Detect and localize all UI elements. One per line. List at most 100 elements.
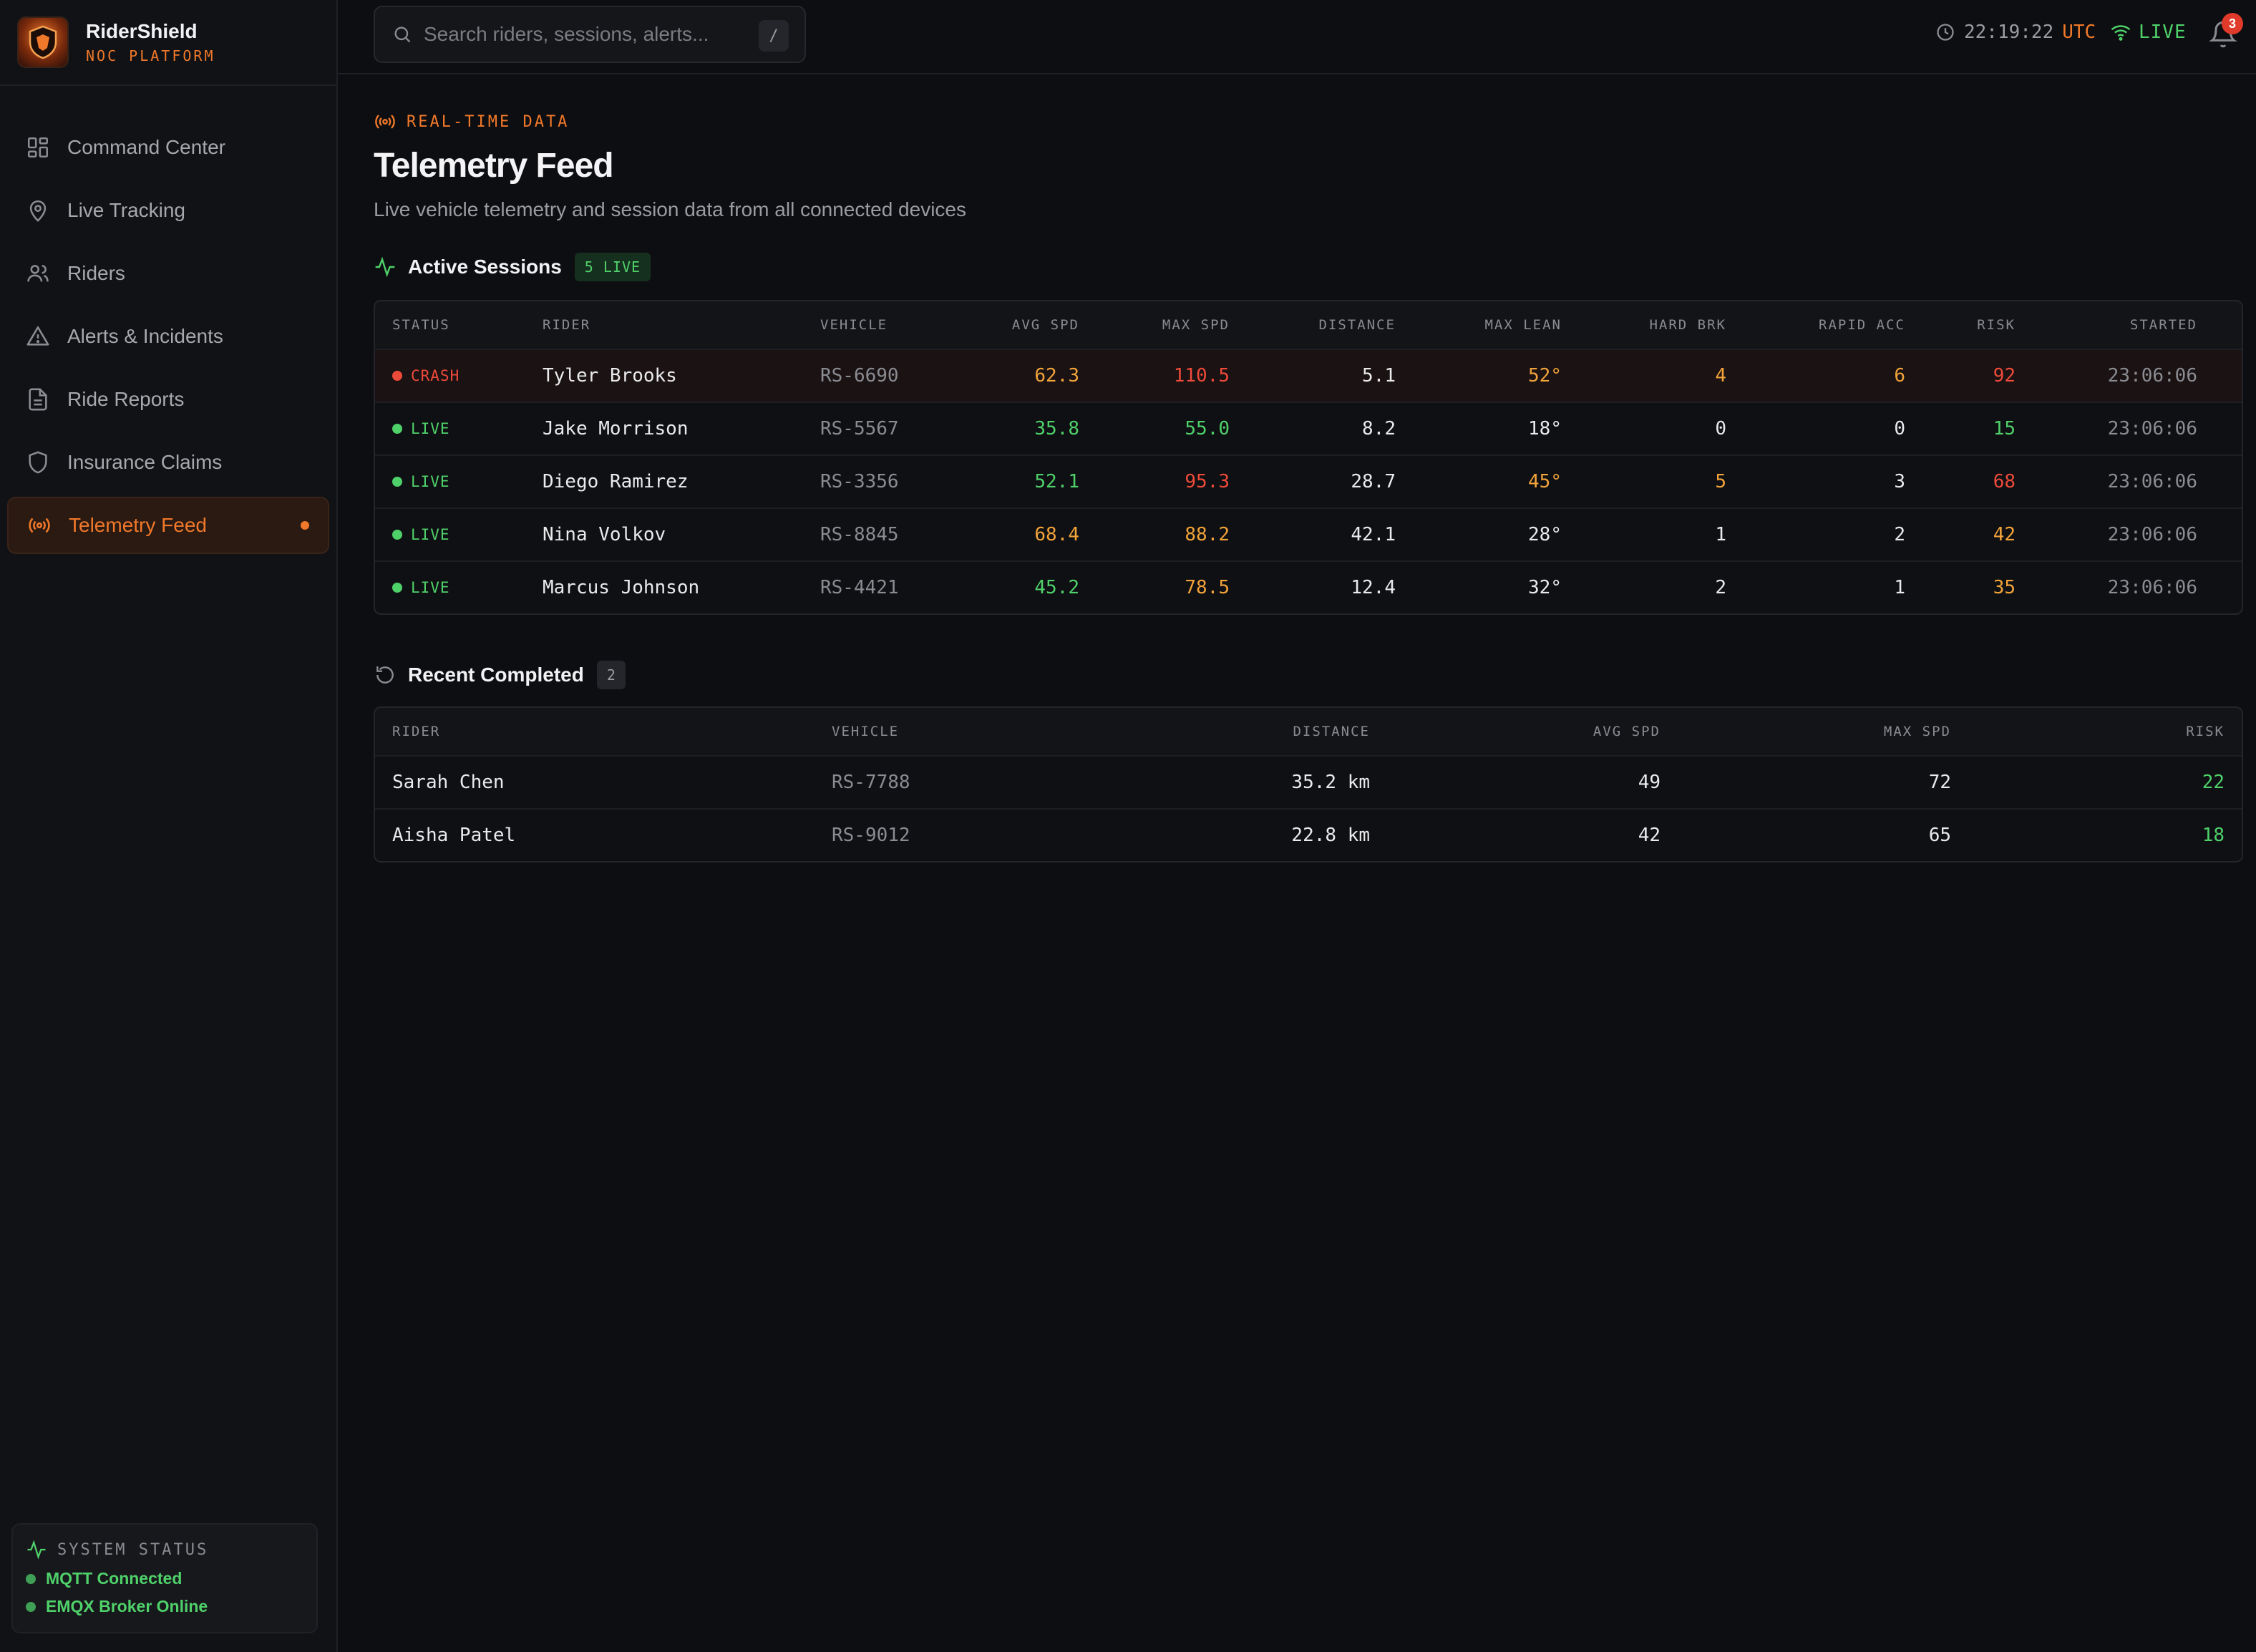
max-speed: 110.5 bbox=[1173, 365, 1230, 387]
hard-brake: 0 bbox=[1715, 418, 1726, 439]
col-max-spd[interactable]: MAX SPD bbox=[1883, 724, 1951, 739]
started-time: 23:06:06 bbox=[2107, 524, 2197, 545]
table-row[interactable]: LIVE Jake Morrison RS-5567 35.8 55.0 8.2… bbox=[375, 402, 2242, 455]
hard-brake: 1 bbox=[1715, 524, 1726, 545]
risk-score: 18 bbox=[2202, 825, 2225, 846]
notification-badge: 3 bbox=[2222, 13, 2243, 34]
table-row[interactable]: Sarah Chen RS-7788 35.2 km 49 72 22 bbox=[375, 755, 2242, 808]
live-count-badge: 5 LIVE bbox=[574, 253, 651, 281]
rapid-acc: 0 bbox=[1894, 418, 1905, 439]
distance: 28.7 bbox=[1351, 471, 1396, 492]
vehicle-id: RS-5567 bbox=[820, 418, 899, 439]
nav-item-live-tracking[interactable]: Live Tracking bbox=[7, 182, 329, 239]
section-title: Active Sessions bbox=[408, 256, 562, 278]
map-pin-icon bbox=[29, 200, 47, 222]
warning-icon bbox=[26, 326, 49, 346]
col-distance[interactable]: DISTANCE bbox=[1293, 724, 1370, 739]
status-badge: CRASH bbox=[392, 367, 508, 384]
distance: 12.4 bbox=[1351, 577, 1396, 598]
nav-label: Insurance Claims bbox=[67, 451, 223, 473]
col-risk[interactable]: RISK bbox=[1977, 317, 2016, 333]
avg-speed: 52.1 bbox=[1034, 471, 1079, 492]
col-max-spd[interactable]: MAX SPD bbox=[1162, 317, 1230, 333]
completed-count-badge: 2 bbox=[596, 661, 626, 689]
nav-label: Ride Reports bbox=[67, 388, 185, 410]
risk-score: 92 bbox=[1993, 365, 2016, 387]
table-row[interactable]: LIVE Nina Volkov RS-8845 68.4 88.2 42.1 … bbox=[375, 507, 2242, 560]
max-speed: 78.5 bbox=[1185, 577, 1230, 598]
vehicle-id: RS-4421 bbox=[820, 577, 899, 598]
col-risk[interactable]: RISK bbox=[2186, 724, 2225, 739]
col-hard-brk[interactable]: HARD BRK bbox=[1649, 317, 1726, 333]
users-icon bbox=[27, 265, 49, 282]
col-max-lean[interactable]: MAX LEAN bbox=[1484, 317, 1562, 333]
rapid-acc: 1 bbox=[1894, 577, 1905, 598]
table-header: RIDER VEHICLE DISTANCE AVG SPD MAX SPD R… bbox=[375, 708, 2242, 755]
page-subtitle: Live vehicle telemetry and session data … bbox=[374, 198, 966, 220]
ridershield-logo bbox=[17, 16, 69, 68]
nav-item-ride-reports[interactable]: Ride Reports bbox=[7, 371, 329, 428]
avg-speed: 68.4 bbox=[1034, 524, 1079, 545]
rider-name: Aisha Patel bbox=[392, 825, 516, 846]
table-row[interactable]: CRASH Tyler Brooks RS-6690 62.3 110.5 5.… bbox=[375, 349, 2242, 402]
risk-score: 68 bbox=[1993, 471, 2016, 492]
col-status[interactable]: STATUS bbox=[392, 317, 450, 333]
bell-icon[interactable] bbox=[2209, 20, 2237, 49]
search-input[interactable] bbox=[424, 23, 753, 46]
active-indicator-dot bbox=[301, 521, 309, 530]
section-title: Recent Completed bbox=[408, 664, 584, 686]
rapid-acc: 2 bbox=[1894, 524, 1905, 545]
nav-item-telemetry-feed[interactable]: Telemetry Feed bbox=[7, 497, 329, 554]
status-dot bbox=[392, 583, 402, 593]
history-icon bbox=[376, 666, 394, 684]
wifi-icon bbox=[2111, 25, 2131, 41]
nav-label: Riders bbox=[67, 262, 125, 284]
active-sessions-table: STATUS RIDER VEHICLE AVG SPD MAX SPD DIS… bbox=[374, 300, 2243, 615]
max-lean: 28° bbox=[1528, 524, 1562, 545]
col-vehicle[interactable]: VEHICLE bbox=[832, 724, 900, 739]
search-box[interactable]: / bbox=[374, 6, 806, 63]
started-time: 23:06:06 bbox=[2107, 471, 2197, 492]
page-title: Telemetry Feed bbox=[374, 147, 614, 185]
col-started[interactable]: STARTED bbox=[2129, 317, 2197, 333]
vehicle-id: RS-9012 bbox=[832, 825, 910, 846]
nav-item-riders[interactable]: Riders bbox=[7, 245, 329, 302]
distance: 5.1 bbox=[1362, 365, 1396, 387]
hard-brake: 4 bbox=[1715, 365, 1726, 387]
col-vehicle[interactable]: VEHICLE bbox=[820, 317, 888, 333]
status-badge: LIVE bbox=[392, 473, 508, 490]
nav-item-command-center[interactable]: Command Center bbox=[7, 119, 329, 176]
hard-brake: 5 bbox=[1715, 471, 1726, 492]
activity-icon bbox=[375, 256, 395, 278]
live-indicator: LIVE bbox=[2110, 21, 2187, 43]
col-avg-spd[interactable]: AVG SPD bbox=[1593, 724, 1661, 739]
status-dot bbox=[392, 530, 402, 540]
col-distance[interactable]: DISTANCE bbox=[1318, 317, 1396, 333]
avg-speed: 35.8 bbox=[1034, 418, 1079, 439]
avg-speed: 45.2 bbox=[1034, 577, 1079, 598]
col-rider[interactable]: RIDER bbox=[543, 317, 591, 333]
search-icon bbox=[394, 26, 411, 43]
table-row[interactable]: Aisha Patel RS-9012 22.8 km 42 65 18 bbox=[375, 808, 2242, 861]
status-badge: LIVE bbox=[392, 526, 508, 543]
col-rapid-acc[interactable]: RAPID ACC bbox=[1819, 317, 1905, 333]
nav-item-alerts-incidents[interactable]: Alerts & Incidents bbox=[7, 308, 329, 365]
status-emqx: EMQX Broker Online bbox=[26, 1597, 303, 1616]
table-row[interactable]: LIVE Marcus Johnson RS-4421 45.2 78.5 12… bbox=[375, 560, 2242, 613]
nav-item-insurance-claims[interactable]: Insurance Claims bbox=[7, 434, 329, 491]
max-speed: 65 bbox=[1928, 825, 1951, 846]
status-mqtt: MQTT Connected bbox=[26, 1569, 303, 1588]
risk-score: 22 bbox=[2202, 772, 2225, 793]
avg-speed: 42 bbox=[1638, 825, 1661, 846]
rider-name: Jake Morrison bbox=[543, 418, 689, 439]
max-speed: 95.3 bbox=[1185, 471, 1230, 492]
nav-label: Telemetry Feed bbox=[69, 514, 207, 536]
brand[interactable]: RiderShield NOC PLATFORM bbox=[0, 0, 336, 86]
col-avg-spd[interactable]: AVG SPD bbox=[1011, 317, 1079, 333]
rider-name: Nina Volkov bbox=[543, 524, 666, 545]
brand-name: RiderShield bbox=[86, 20, 198, 42]
vehicle-id: RS-7788 bbox=[832, 772, 910, 793]
table-row[interactable]: LIVE Diego Ramirez RS-3356 52.1 95.3 28.… bbox=[375, 455, 2242, 507]
clock-icon bbox=[1937, 24, 1954, 41]
col-rider[interactable]: RIDER bbox=[392, 724, 441, 739]
